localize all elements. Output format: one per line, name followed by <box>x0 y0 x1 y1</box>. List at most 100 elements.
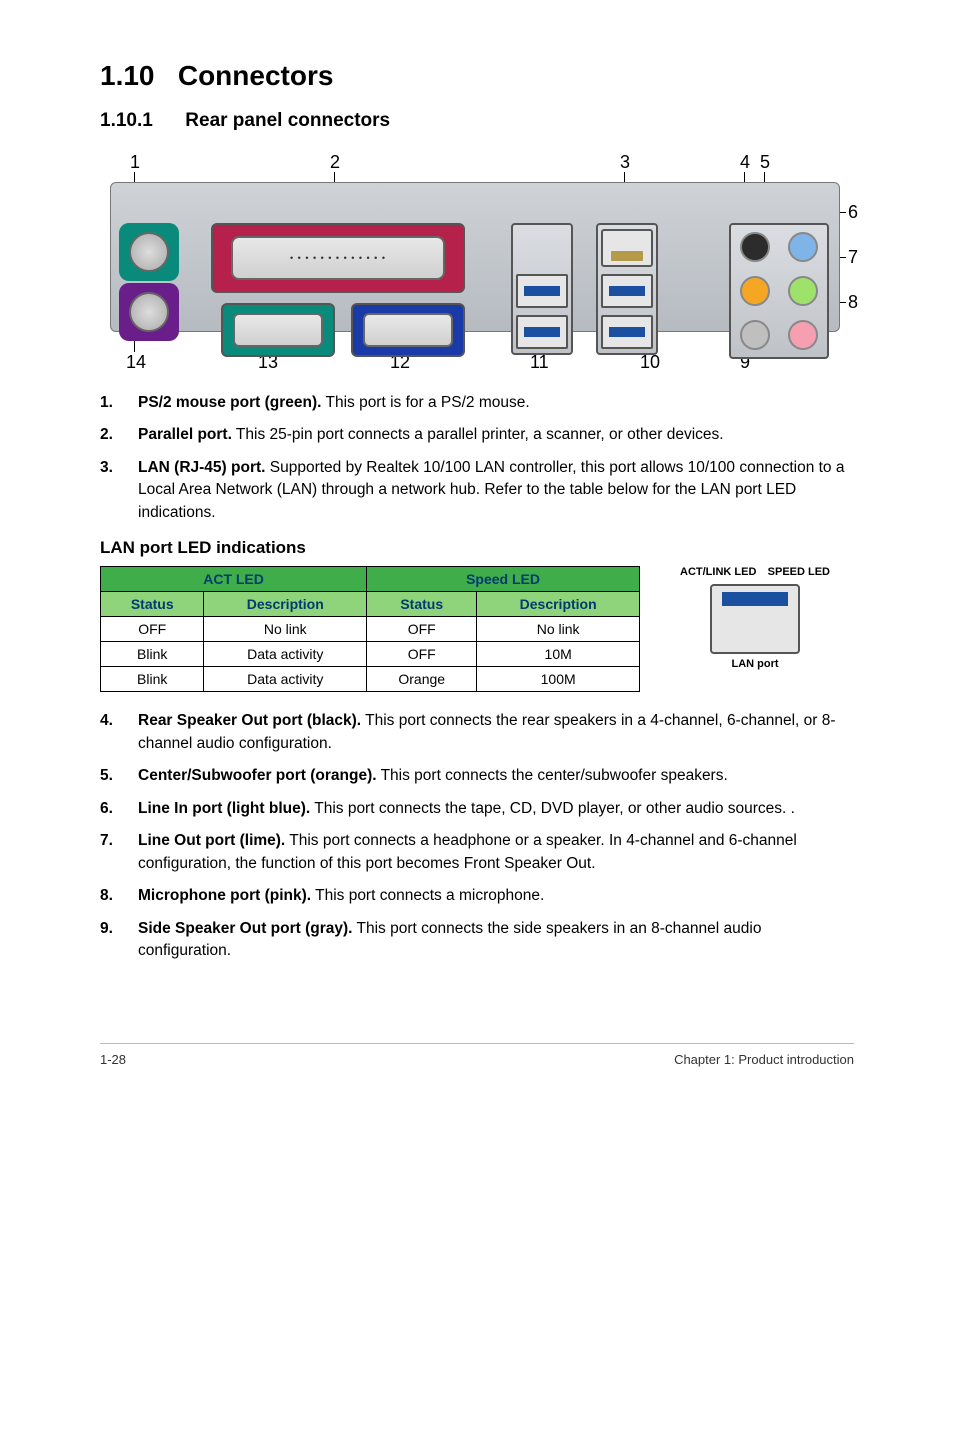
connector-item: 3.LAN (RJ-45) port. Supported by Realtek… <box>100 457 854 524</box>
item-bold: Rear Speaker Out port (black). <box>138 712 361 729</box>
section-heading: 1.10 Connectors <box>100 60 854 92</box>
lan-port-caption: LAN port <box>680 658 830 670</box>
callout-1: 1 <box>130 152 140 173</box>
dsub-9-icon <box>233 313 323 347</box>
callout-5: 5 <box>760 152 770 173</box>
lan-jack-icon <box>710 584 800 654</box>
parallel-port: • • • • • • • • • • • • • <box>211 223 465 293</box>
connector-item: 9.Side Speaker Out port (gray). This por… <box>100 918 854 963</box>
item-bold: Line In port (light blue). <box>138 800 310 817</box>
item-number: 8. <box>100 885 138 907</box>
table-row: BlinkData activityOrange100M <box>101 667 640 692</box>
lan-port <box>601 229 653 267</box>
lan-usb-stack <box>596 223 658 355</box>
section-number: 1.10 <box>100 60 155 91</box>
usb-port <box>601 315 653 349</box>
item-text: Side Speaker Out port (gray). This port … <box>138 918 854 963</box>
table-cell: Blink <box>101 667 204 692</box>
led-block-title: LAN port LED indications <box>100 538 854 558</box>
subsection-title-text: Rear panel connectors <box>185 110 390 131</box>
ps2-mouse-port <box>119 223 179 281</box>
table-cell: Data activity <box>204 642 367 667</box>
led-col-1: Description <box>204 592 367 617</box>
table-cell: 10M <box>477 642 640 667</box>
callout-10: 10 <box>640 352 660 373</box>
table-cell: OFF <box>367 617 477 642</box>
ps2-keyboard-port <box>119 283 179 341</box>
connector-item: 4.Rear Speaker Out port (black). This po… <box>100 710 854 755</box>
callout-4: 4 <box>740 152 750 173</box>
audio-jack-grid <box>729 223 829 359</box>
item-number: 3. <box>100 457 138 524</box>
callout-8: 8 <box>848 292 858 313</box>
table-cell: Blink <box>101 642 204 667</box>
item-bold: PS/2 mouse port (green). <box>138 394 321 411</box>
subsection-heading: 1.10.1 Rear panel connectors <box>100 110 854 132</box>
footer-chapter: Chapter 1: Product introduction <box>674 1052 854 1067</box>
jack-mic <box>788 320 818 350</box>
item-text: Center/Subwoofer port (orange). This por… <box>138 765 854 787</box>
serial-port <box>221 303 335 357</box>
speed-led-label: SPEED LED <box>768 566 830 578</box>
item-bold: LAN (RJ-45) port. <box>138 459 265 476</box>
usb-port <box>516 315 568 349</box>
item-number: 7. <box>100 830 138 875</box>
callout-11: 11 <box>530 352 549 373</box>
item-number: 6. <box>100 798 138 820</box>
table-cell: OFF <box>101 617 204 642</box>
item-bold: Line Out port (lime). <box>138 832 285 849</box>
vga-port <box>351 303 465 357</box>
connector-item: 8.Microphone port (pink). This port conn… <box>100 885 854 907</box>
table-cell: Orange <box>367 667 477 692</box>
item-text: Rear Speaker Out port (black). This port… <box>138 710 854 755</box>
table-cell: No link <box>477 617 640 642</box>
connector-item: 6.Line In port (light blue). This port c… <box>100 798 854 820</box>
rear-panel-diagram: 1 2 3 4 5 6 7 8 14 13 12 11 10 9 <box>100 152 850 372</box>
item-number: 5. <box>100 765 138 787</box>
led-col-3: Description <box>477 592 640 617</box>
table-cell: Data activity <box>204 667 367 692</box>
table-cell: 100M <box>477 667 640 692</box>
table-cell: OFF <box>367 642 477 667</box>
callout-2: 2 <box>330 152 340 173</box>
ps2-cluster <box>119 221 199 353</box>
table-row: BlinkData activityOFF10M <box>101 642 640 667</box>
callout-7: 7 <box>848 247 858 268</box>
led-col-2: Status <box>367 592 477 617</box>
table-row: OFFNo linkOFFNo link <box>101 617 640 642</box>
lan-port-illustration: ACT/LINK LED SPEED LED LAN port <box>680 566 830 670</box>
usb-stack-1 <box>511 223 573 355</box>
jack-center-sub <box>740 276 770 306</box>
section-title-text: Connectors <box>178 60 334 91</box>
led-header-speed: Speed LED <box>367 567 640 592</box>
item-number: 1. <box>100 392 138 414</box>
dsub-25-icon: • • • • • • • • • • • • • <box>231 236 445 280</box>
jack-line-out <box>788 276 818 306</box>
dsub-15-icon <box>363 313 453 347</box>
table-cell: No link <box>204 617 367 642</box>
item-bold: Side Speaker Out port (gray). <box>138 920 352 937</box>
item-number: 4. <box>100 710 138 755</box>
item-text: Line Out port (lime). This port connects… <box>138 830 854 875</box>
led-header-act: ACT LED <box>101 567 367 592</box>
usb-port <box>601 274 653 308</box>
footer-page-number: 1-28 <box>100 1052 126 1067</box>
item-bold: Parallel port. <box>138 426 232 443</box>
item-text: LAN (RJ-45) port. Supported by Realtek 1… <box>138 457 854 524</box>
item-text: Microphone port (pink). This port connec… <box>138 885 854 907</box>
connector-item: 7.Line Out port (lime). This port connec… <box>100 830 854 875</box>
item-text: Line In port (light blue). This port con… <box>138 798 854 820</box>
item-number: 2. <box>100 424 138 446</box>
jack-side-speaker <box>740 320 770 350</box>
callout-6: 6 <box>848 202 858 223</box>
connector-item: 5.Center/Subwoofer port (orange). This p… <box>100 765 854 787</box>
item-text: PS/2 mouse port (green). This port is fo… <box>138 392 854 414</box>
connector-list-bottom: 4.Rear Speaker Out port (black). This po… <box>100 710 854 962</box>
item-number: 9. <box>100 918 138 963</box>
back-panel: • • • • • • • • • • • • • <box>110 182 840 332</box>
page-footer: 1-28 Chapter 1: Product introduction <box>100 1043 854 1067</box>
jack-rear-speaker <box>740 232 770 262</box>
jack-line-in <box>788 232 818 262</box>
item-bold: Microphone port (pink). <box>138 887 311 904</box>
item-bold: Center/Subwoofer port (orange). <box>138 767 377 784</box>
